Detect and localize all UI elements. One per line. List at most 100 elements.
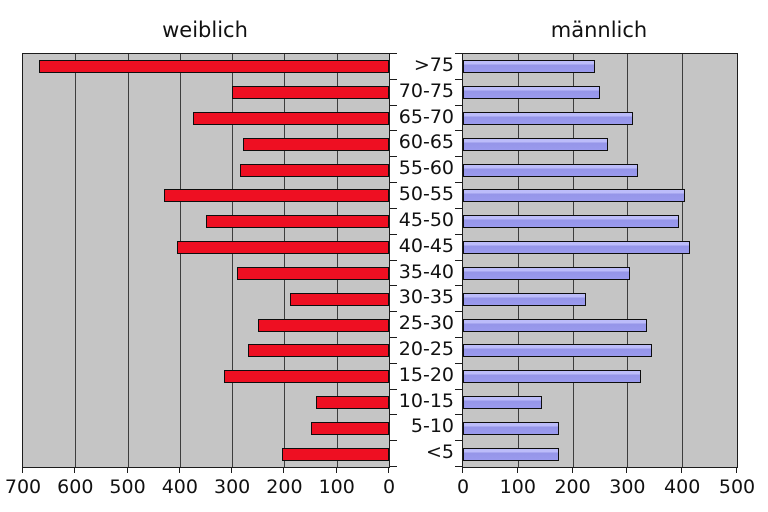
- bar-weiblich-15-20: [224, 370, 389, 384]
- age-group-label: <5: [425, 441, 454, 464]
- right-plot-area: [462, 53, 738, 468]
- x-axis-tick: [388, 467, 389, 473]
- x-axis-tick: [74, 467, 76, 473]
- category-tick: [390, 388, 397, 390]
- category-tick: [455, 388, 462, 390]
- category-tick: [455, 156, 462, 158]
- category-tick: [390, 53, 397, 54]
- category-tick: [390, 130, 397, 132]
- age-group-label: 70-75: [398, 79, 454, 102]
- age-group-label: 35-40: [398, 260, 454, 283]
- age-group-label: 5-10: [410, 415, 454, 438]
- x-axis-tick: [516, 467, 518, 473]
- category-tick: [390, 362, 397, 364]
- bar-weiblich-70-75: [232, 86, 389, 100]
- grid-line: [75, 54, 77, 467]
- bar-weiblich->75: [38, 60, 389, 74]
- x-tick-label: 300: [214, 476, 251, 498]
- bar-weiblich-10-15: [315, 395, 389, 409]
- bar-weiblich-25-30: [258, 318, 389, 332]
- grid-line: [284, 54, 286, 467]
- bar-maennlich-40-45: [463, 241, 691, 255]
- bar-weiblich-60-65: [242, 137, 389, 151]
- x-axis-tick: [283, 467, 285, 473]
- bar-weiblich-20-25: [247, 344, 389, 358]
- category-tick: [390, 104, 397, 106]
- x-axis-tick: [462, 467, 463, 473]
- x-axis-tick: [626, 467, 628, 473]
- age-group-label: 55-60: [398, 157, 454, 180]
- grid-line: [627, 54, 629, 467]
- grid-line: [127, 54, 129, 467]
- bar-maennlich-45-50: [463, 215, 680, 229]
- bar-maennlich-5-10: [463, 421, 559, 435]
- x-tick-label: 100: [318, 476, 355, 498]
- age-group-label: 30-35: [398, 286, 454, 309]
- age-group-label: >75: [413, 54, 454, 76]
- bar-maennlich-30-35: [463, 292, 587, 306]
- category-tick: [455, 414, 462, 416]
- category-tick: [455, 53, 462, 54]
- x-axis-tick: [126, 467, 128, 473]
- category-tick: [455, 440, 462, 442]
- category-tick: [390, 259, 397, 261]
- bar-maennlich-60-65: [463, 137, 609, 151]
- bar-maennlich-55-60: [463, 163, 639, 177]
- age-group-label: 15-20: [398, 363, 454, 386]
- category-tick: [455, 336, 462, 338]
- category-tick: [390, 336, 397, 338]
- right-chart-title: männlich: [550, 18, 648, 42]
- category-tick: [455, 207, 462, 209]
- category-tick: [390, 414, 397, 416]
- bar-maennlich-10-15: [463, 395, 543, 409]
- grid-line: [572, 54, 574, 467]
- bar-weiblich-65-70: [192, 112, 389, 126]
- category-tick: [390, 440, 397, 442]
- bar-maennlich-65-70: [463, 112, 633, 126]
- category-tick: [455, 466, 462, 467]
- x-axis-tick: [178, 467, 180, 473]
- x-axis-tick: [231, 467, 233, 473]
- category-tick: [455, 311, 462, 313]
- age-group-label: 65-70: [398, 105, 454, 128]
- x-tick-label: 300: [609, 476, 646, 498]
- bar-weiblich-40-45: [177, 241, 389, 255]
- age-group-label: 40-45: [398, 234, 454, 257]
- age-group-label: 45-50: [398, 208, 454, 231]
- bar-weiblich-55-60: [240, 163, 389, 177]
- bar-weiblich-5-10: [310, 421, 389, 435]
- category-tick: [455, 78, 462, 80]
- category-tick: [455, 104, 462, 106]
- category-tick: [390, 207, 397, 209]
- grid-line: [517, 54, 519, 467]
- category-tick: [455, 259, 462, 261]
- grid-line: [682, 54, 684, 467]
- x-tick-label: 400: [664, 476, 701, 498]
- category-tick: [455, 233, 462, 235]
- category-tick: [455, 362, 462, 364]
- grid-line: [336, 54, 338, 467]
- x-tick-label: 200: [554, 476, 591, 498]
- bar-weiblich-35-40: [237, 266, 389, 280]
- x-tick-label: 500: [718, 476, 756, 498]
- age-group-label: 50-55: [398, 183, 454, 206]
- bar-maennlich-35-40: [463, 266, 631, 280]
- bar-maennlich-20-25: [463, 344, 653, 358]
- age-group-axis: >75 70-75 65-70 60-65 55-60 50-55 45-50 40-45 35…: [389, 53, 458, 466]
- category-tick: [390, 311, 397, 313]
- category-tick: [455, 182, 462, 184]
- bar-maennlich->75: [463, 60, 595, 74]
- x-axis-tick: [736, 467, 737, 473]
- grid-line: [232, 54, 234, 467]
- x-tick-label: 500: [109, 476, 146, 498]
- left-plot-area: [22, 53, 390, 468]
- grid-line: [179, 54, 181, 467]
- bar-maennlich-<5: [463, 447, 559, 461]
- age-group-label: 60-65: [398, 131, 454, 154]
- bar-weiblich-<5: [281, 447, 389, 461]
- bar-weiblich-45-50: [206, 215, 389, 229]
- x-axis-tick: [571, 467, 573, 473]
- age-group-label: 25-30: [398, 312, 454, 335]
- bar-weiblich-50-55: [164, 189, 389, 203]
